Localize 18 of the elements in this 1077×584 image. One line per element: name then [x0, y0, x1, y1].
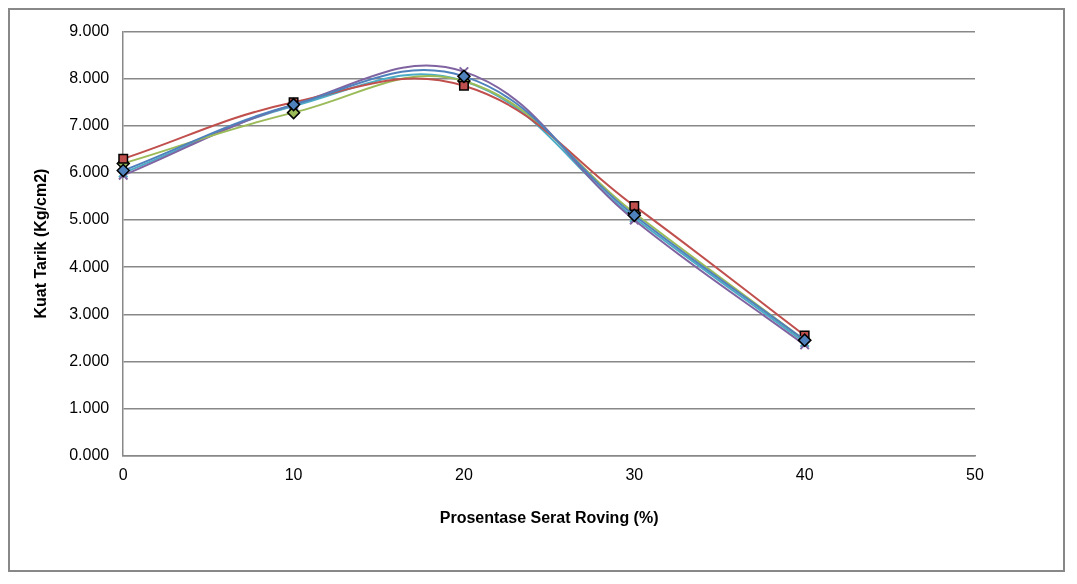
- x-tick-label: 0: [118, 465, 128, 483]
- y-tick-label: 7.000: [69, 116, 110, 134]
- y-tick-label: 8.000: [69, 69, 110, 87]
- y-tick-label: 9.000: [69, 22, 110, 40]
- x-axis-title: Prosentase Serat Roving (%): [439, 508, 659, 526]
- y-tick-label: 2.000: [69, 351, 110, 369]
- y-tick-label: 0.000: [69, 446, 110, 464]
- y-tick-label: 4.000: [69, 257, 110, 275]
- x-tick-label: 20: [455, 465, 473, 483]
- x-tick-label: 40: [795, 465, 814, 483]
- y-tick-label: 6.000: [69, 163, 110, 181]
- y-axis-title: Kuat Tarik (Kg/cm2): [32, 168, 50, 319]
- y-tick-label: 5.000: [69, 210, 110, 228]
- y-tick-label: 1.000: [69, 398, 110, 416]
- x-tick-label: 30: [625, 465, 644, 483]
- x-tick-label: 50: [966, 465, 984, 483]
- x-tick-label: 10: [284, 465, 303, 483]
- y-tick-label: 3.000: [69, 304, 110, 322]
